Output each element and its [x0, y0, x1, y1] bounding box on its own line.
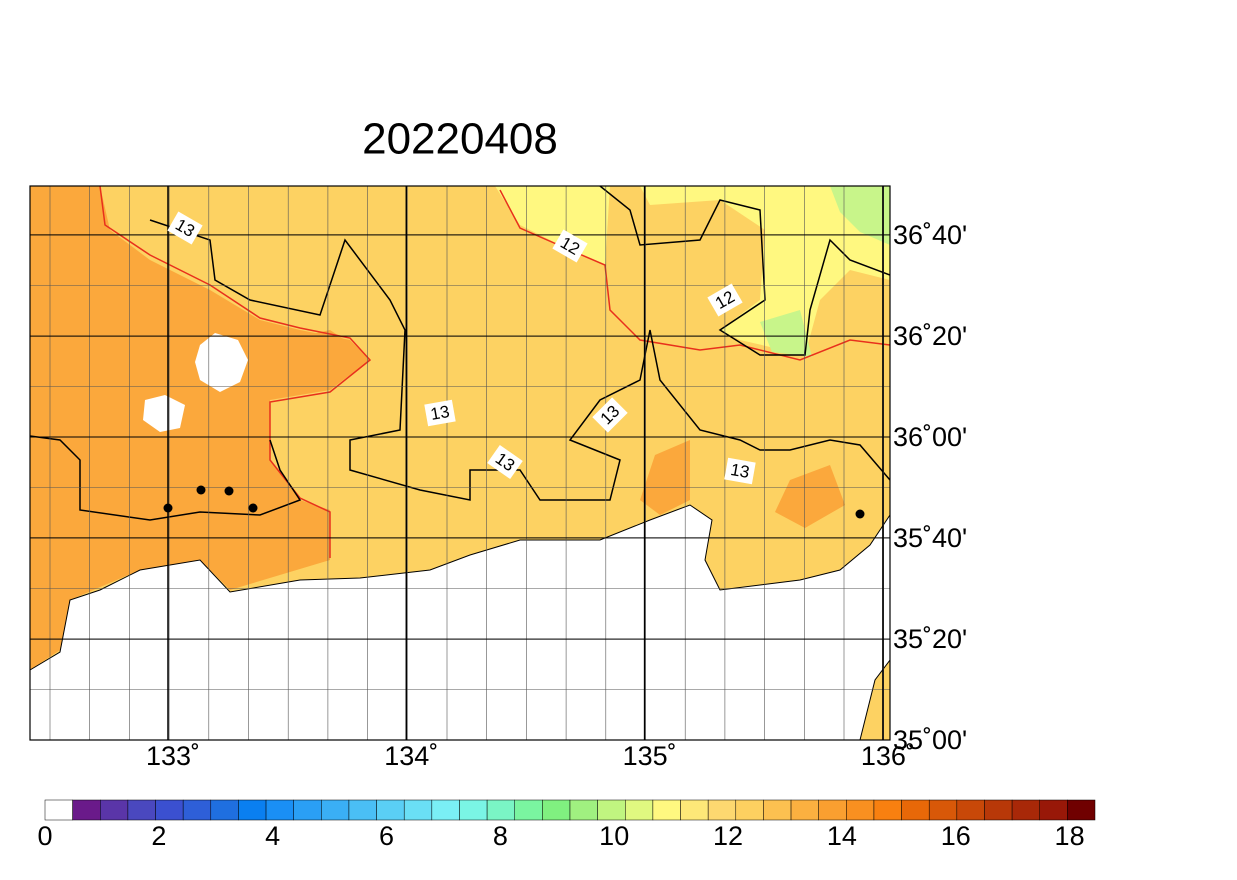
lon-label: 135˚	[623, 741, 677, 771]
contour-label-box	[552, 229, 588, 263]
colorbar-box	[542, 799, 571, 821]
colorbar-label: 4	[265, 821, 280, 851]
colorbar-box	[597, 799, 626, 821]
colorbar-box	[652, 799, 681, 821]
colorbar-box	[873, 799, 902, 821]
warm-region	[640, 440, 690, 515]
warm-region	[775, 465, 845, 528]
colorbar-box	[293, 799, 322, 821]
colorbar-label: 2	[151, 821, 166, 851]
lon-label: 136˚	[861, 741, 915, 771]
colorbar-box	[321, 799, 350, 821]
warm-region	[285, 330, 360, 390]
station-dot	[248, 503, 258, 513]
colorbar-label: 18	[1055, 821, 1085, 851]
lat-label: 35˚20'	[893, 624, 967, 654]
contour-label-box	[592, 397, 628, 433]
black-contour	[149, 219, 891, 501]
island	[195, 333, 248, 392]
colorbar-box	[707, 799, 737, 821]
colorbar-box	[680, 799, 709, 821]
contour-label-box	[167, 211, 203, 245]
lat-label: 36˚20'	[893, 321, 967, 351]
colorbar-box	[1067, 799, 1096, 821]
colorbar-box	[735, 799, 764, 821]
colorbar-box	[928, 799, 958, 821]
station-dot	[224, 486, 234, 496]
colorbar-box	[44, 799, 73, 821]
lat-label: 35˚40'	[893, 523, 967, 553]
colorbar-label: 8	[493, 821, 508, 851]
title: 20220408	[362, 115, 558, 164]
contour-label-box	[707, 283, 743, 317]
contour-label-text: 13	[729, 460, 751, 482]
colorbar-box	[403, 799, 433, 821]
cool-region	[640, 186, 890, 355]
lat-label: 36˚40'	[893, 220, 967, 250]
warm-region	[30, 186, 370, 670]
colorbar-box	[901, 799, 930, 821]
colorbar-box	[1039, 799, 1068, 821]
colorbar-box	[1011, 799, 1040, 821]
lon-label: 133˚	[146, 741, 200, 771]
colorbar-box	[265, 799, 294, 821]
colorbar-label: 16	[941, 821, 971, 851]
colorbar-box	[514, 799, 543, 821]
contour-label-box	[724, 457, 756, 485]
colorbar-box	[763, 799, 792, 821]
contours	[29, 185, 891, 558]
colorbar-label: 14	[827, 821, 857, 851]
colorbar-box	[625, 799, 654, 821]
colorbar-label: 12	[713, 821, 743, 851]
colorbar-box	[238, 799, 267, 821]
colorbar-box	[459, 799, 488, 821]
colorbar-box	[818, 799, 847, 821]
contour-label: 13	[424, 399, 456, 427]
station-dot	[196, 485, 206, 495]
lat-label: 36˚00'	[893, 422, 967, 452]
colorbar-label: 0	[37, 821, 52, 851]
colorbar-box	[127, 799, 156, 821]
lon-label: 134˚	[384, 741, 438, 771]
red-contour	[499, 189, 891, 361]
colorbar-box	[846, 799, 875, 821]
colorbar-box	[100, 799, 129, 821]
colorbar-box	[210, 799, 239, 821]
colorbar-box	[155, 799, 184, 821]
colorbar-label: 10	[599, 821, 629, 851]
colorbar-box	[486, 799, 515, 821]
stations	[163, 485, 865, 519]
station-dot	[855, 509, 865, 519]
colorbar-box	[956, 799, 985, 821]
contour-label: 13	[724, 457, 756, 485]
colorbar-box	[376, 799, 405, 821]
colorbar-box	[431, 799, 460, 821]
island	[143, 395, 185, 432]
station-dot	[163, 503, 173, 513]
map-fill	[29, 186, 891, 741]
cooler-region	[760, 310, 812, 357]
contour-label-box	[487, 444, 523, 480]
colorbar-box	[348, 799, 377, 821]
colorbar-box	[569, 799, 598, 821]
colorbar-box	[72, 799, 101, 821]
black-contour	[29, 435, 302, 521]
colorbar: 0 2 4 6 8 10 12 14 16 18	[37, 799, 1096, 851]
cooler-region	[830, 186, 890, 245]
black-contour	[599, 185, 891, 356]
colorbar-box	[984, 799, 1013, 821]
lat-label: 35˚00'	[893, 725, 967, 755]
contour-label-text: 13	[429, 402, 451, 424]
colorbar-label: 6	[379, 821, 394, 851]
contour-label-box	[424, 399, 456, 427]
grid	[30, 186, 890, 741]
map-frame	[29, 185, 891, 741]
colorbar-box	[790, 799, 819, 821]
colorbar-box	[182, 799, 212, 821]
